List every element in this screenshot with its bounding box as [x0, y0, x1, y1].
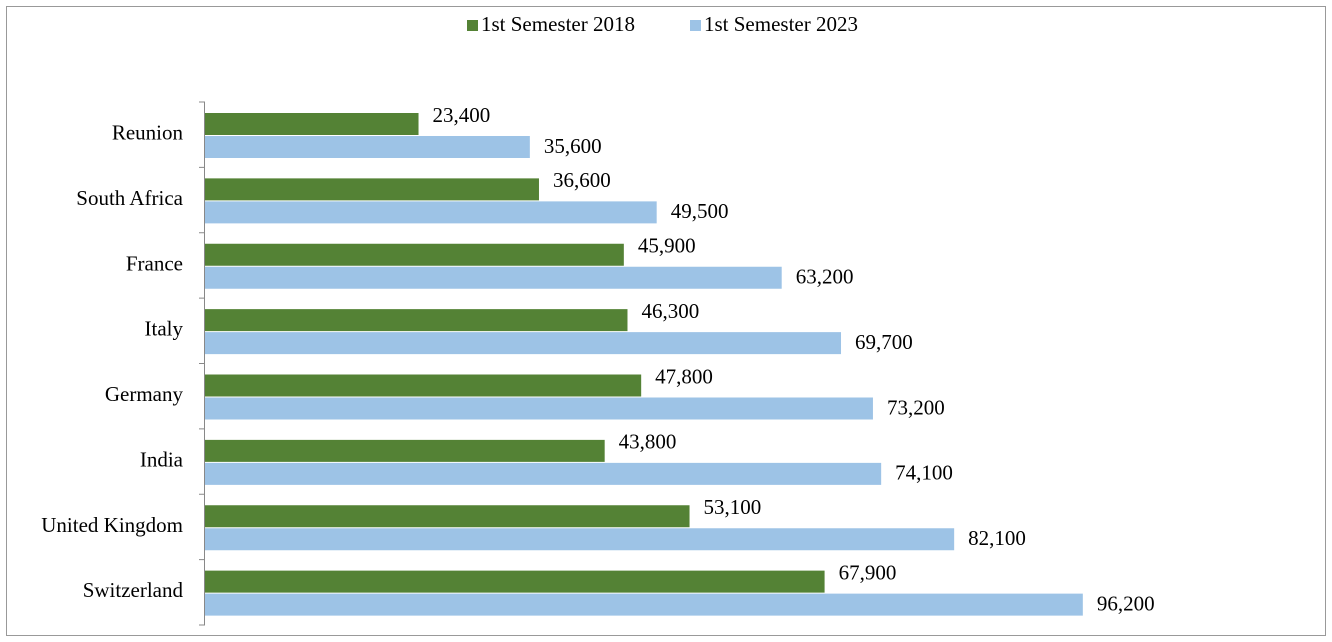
bar [205, 332, 842, 355]
y-tick-label: Reunion [112, 121, 184, 145]
y-tick-label: Italy [145, 317, 184, 341]
bar [205, 397, 873, 420]
bar [205, 178, 539, 201]
bar [205, 570, 825, 593]
data-label: 45,900 [638, 234, 696, 258]
data-label: 46,300 [641, 299, 699, 323]
bar [205, 528, 955, 551]
data-label: 36,600 [553, 168, 611, 192]
data-label: 82,100 [968, 526, 1026, 550]
legend-swatch [467, 20, 478, 31]
bar [205, 243, 624, 266]
bar [205, 439, 605, 462]
y-tick-label: Germany [105, 382, 184, 406]
data-label: 43,800 [619, 430, 677, 454]
legend-label: 1st Semester 2018 [481, 12, 635, 36]
data-label: 73,200 [887, 395, 945, 419]
data-label: 49,500 [671, 199, 729, 223]
bar [205, 136, 530, 158]
y-tick-label: India [140, 447, 184, 471]
data-label: 69,700 [855, 330, 913, 354]
bar [205, 201, 657, 224]
data-label: 23,400 [433, 103, 491, 127]
data-label: 96,200 [1097, 591, 1155, 615]
data-label: 67,900 [839, 560, 897, 584]
y-tick-label: South Africa [76, 186, 183, 210]
bar [205, 374, 642, 397]
legend-swatch [690, 20, 701, 31]
bar [205, 113, 419, 135]
bar [205, 462, 882, 485]
y-tick-label: United Kingdom [41, 513, 183, 537]
y-tick-label: Switzerland [83, 578, 184, 602]
bar [205, 505, 690, 528]
bar [205, 309, 628, 332]
data-label: 35,600 [544, 134, 602, 158]
y-tick-label: France [126, 251, 183, 275]
bar [205, 593, 1083, 616]
data-label: 47,800 [655, 364, 713, 388]
bar [205, 266, 782, 289]
legend-label: 1st Semester 2023 [704, 12, 858, 36]
data-label: 74,100 [895, 461, 953, 485]
data-label: 63,200 [796, 265, 854, 289]
data-label: 53,100 [704, 495, 762, 519]
